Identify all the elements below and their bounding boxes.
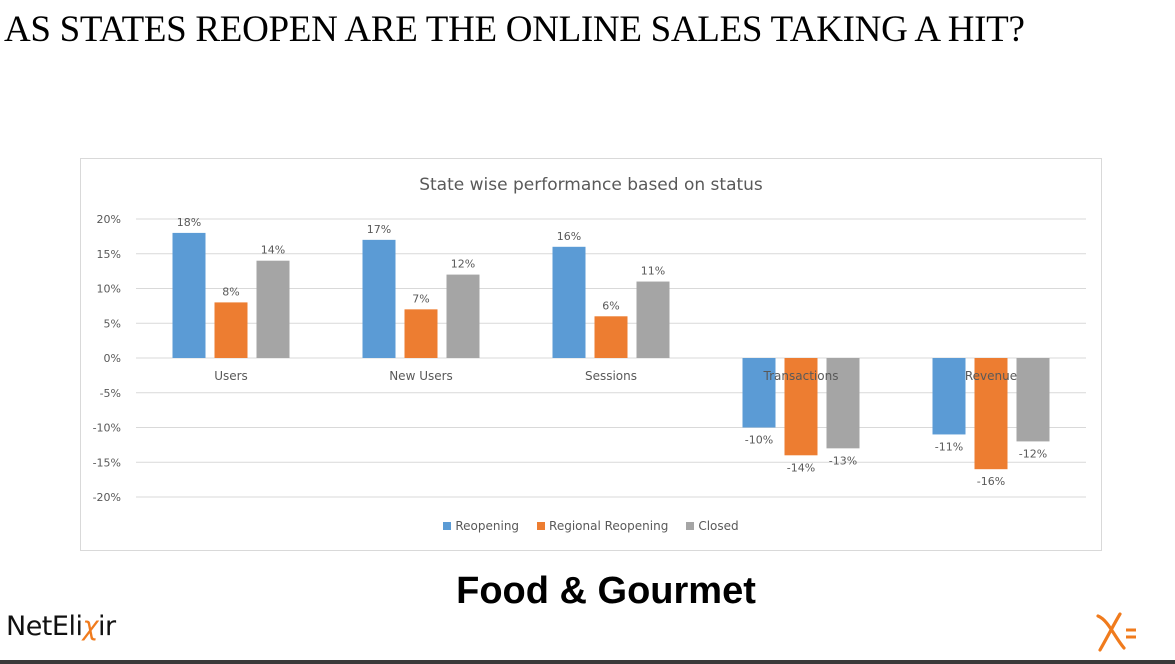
data-label: 17% [367, 223, 391, 236]
data-label: 6% [602, 299, 619, 312]
x-category-label: Revenue [965, 369, 1017, 383]
bar [256, 260, 290, 358]
bar [172, 232, 206, 358]
y-tick-label: -5% [100, 387, 121, 400]
data-label: 7% [412, 292, 429, 305]
bar [552, 246, 586, 358]
logo-text-x: χ [82, 611, 98, 642]
legend-item-regional-reopening: Regional Reopening [537, 519, 668, 533]
logo-text-end: ir [97, 611, 116, 642]
y-tick-label: 10% [97, 283, 121, 296]
footer-rule [0, 660, 1175, 664]
chart-title: State wise performance based on status [419, 175, 763, 195]
data-label: -16% [977, 475, 1005, 488]
bar [214, 302, 248, 358]
brand-mark-icon [1096, 612, 1136, 652]
y-tick-label: 5% [104, 317, 121, 330]
data-label: -12% [1019, 447, 1047, 460]
bar [826, 358, 860, 449]
data-label: 8% [222, 285, 239, 298]
chart-plot: 20% 15% 10% 5% 0% -5% -10% -15% -20% 18% 8% 14% 17% 7… [93, 213, 1086, 504]
bar [404, 309, 438, 358]
chart-area: State wise performance based on status 2… [80, 158, 1102, 551]
bar [636, 281, 670, 358]
legend-label-closed: Closed [698, 519, 739, 533]
legend-swatch-reopening [443, 522, 452, 530]
y-tick-label: 15% [97, 248, 121, 261]
data-label: 18% [177, 216, 201, 229]
data-label: -13% [829, 454, 857, 467]
y-tick-label: -20% [93, 491, 121, 504]
bar [594, 316, 628, 358]
netelixir-logo: NetEliχir [6, 611, 116, 642]
bar [1016, 358, 1050, 442]
legend-swatch-regional-reopening [537, 522, 546, 530]
x-category-label: Transactions [763, 369, 839, 383]
y-tick-label: -10% [93, 422, 121, 435]
legend-label-regional-reopening: Regional Reopening [549, 519, 669, 533]
brand-mark-x-stroke-2 [1098, 612, 1122, 652]
x-category-label: Users [214, 369, 248, 383]
slide-subtitle: Food & Gourmet [456, 570, 756, 612]
slide-title: AS STATES REOPEN ARE THE ONLINE SALES TA… [4, 9, 1025, 50]
bar [362, 239, 396, 358]
data-label: -10% [745, 434, 773, 447]
data-label: -11% [935, 440, 963, 453]
legend-item-reopening: Reopening [443, 519, 519, 533]
chart-legend: Reopening Regional Reopening Closed [81, 519, 1101, 533]
legend-swatch-closed [686, 522, 695, 530]
data-label: 12% [451, 258, 475, 271]
data-label: 16% [557, 230, 581, 243]
x-category-label: Sessions [585, 369, 637, 383]
data-label: -14% [787, 461, 815, 474]
bar [742, 358, 776, 428]
legend-item-closed: Closed [686, 519, 739, 533]
data-label: 14% [261, 244, 285, 257]
data-label: 11% [641, 265, 665, 278]
bar [974, 358, 1008, 470]
y-tick-label: -15% [93, 456, 121, 469]
y-tick-label: 20% [97, 213, 121, 226]
bar [784, 358, 818, 456]
y-tick-label: 0% [104, 352, 121, 365]
bar [446, 274, 480, 358]
logo-text-start: NetEli [6, 611, 83, 642]
legend-label-reopening: Reopening [455, 519, 520, 533]
x-category-label: New Users [389, 369, 453, 383]
bar [932, 358, 966, 435]
